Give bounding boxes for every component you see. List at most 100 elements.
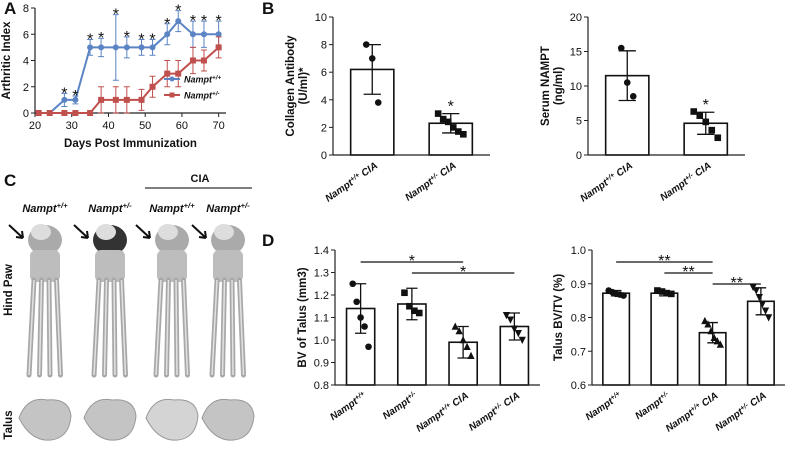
data-point bbox=[514, 329, 522, 338]
data-point bbox=[439, 115, 447, 123]
data-point bbox=[138, 44, 145, 51]
data-point bbox=[696, 112, 704, 119]
superscript: +/- bbox=[406, 390, 417, 401]
y-axis-label: (U/ml)* bbox=[298, 67, 310, 105]
digit-shade bbox=[211, 279, 218, 376]
significance: * bbox=[138, 32, 144, 49]
data-point bbox=[362, 41, 370, 48]
data-point bbox=[758, 300, 767, 308]
data-point bbox=[353, 298, 360, 306]
data-point bbox=[406, 302, 413, 310]
significance: * bbox=[409, 253, 415, 270]
x-tick-label: Nampt+/+ CIA bbox=[414, 390, 471, 435]
data-point bbox=[215, 44, 222, 51]
superscript: +/+ bbox=[184, 201, 196, 210]
x-tick-label: Nampt+/- CIA bbox=[713, 390, 768, 434]
data-point bbox=[175, 18, 182, 25]
data-point bbox=[502, 311, 511, 320]
x-tick-label: Nampt+/+ CIA bbox=[664, 390, 721, 435]
talus-render bbox=[83, 398, 137, 441]
y-tick-label: 15 bbox=[570, 47, 582, 59]
talus-render bbox=[201, 398, 255, 441]
digit-shade bbox=[238, 279, 245, 376]
x-tick-label: Nampt+/+ CIA bbox=[578, 160, 635, 205]
data-point bbox=[714, 134, 722, 142]
data-point bbox=[620, 292, 627, 299]
data-point bbox=[215, 31, 222, 38]
data-point bbox=[61, 96, 68, 103]
x-tick-label: Nampt+/+ bbox=[583, 390, 623, 423]
text-part: CIA bbox=[436, 160, 459, 180]
data-point bbox=[629, 93, 637, 100]
x-tick-label: 30 bbox=[66, 120, 78, 132]
legend-label: Nampt+/- bbox=[184, 90, 220, 101]
data-point bbox=[200, 57, 207, 64]
y-tick-label: 0.6 bbox=[571, 380, 586, 392]
data-point bbox=[189, 57, 196, 64]
digit-shade bbox=[113, 279, 116, 376]
superscript: +/- bbox=[684, 171, 695, 182]
data-point bbox=[451, 322, 459, 330]
text-part: CIA bbox=[357, 160, 380, 180]
data-point bbox=[460, 131, 467, 138]
superscript: +/+ bbox=[57, 201, 69, 210]
superscript: +/+ bbox=[440, 402, 452, 414]
data-point bbox=[98, 44, 105, 51]
x-tick-label: Nampt+/- CIA bbox=[403, 160, 458, 204]
text-part: CIA bbox=[612, 160, 635, 180]
data-point bbox=[707, 327, 715, 335]
group-label: CIA bbox=[191, 173, 210, 185]
significance: * bbox=[61, 85, 67, 102]
superscript: +/+ bbox=[353, 390, 365, 402]
y-axis-label: (ng/ml) bbox=[553, 67, 565, 105]
y-tick-label: 0.8 bbox=[314, 380, 329, 392]
y-tick-label: 0 bbox=[576, 150, 582, 162]
x-tick-label: Nampt+/- CIA bbox=[658, 160, 713, 204]
digit-shade bbox=[93, 279, 100, 376]
data-point bbox=[467, 351, 475, 360]
x-tick-label: Nampt+/+ CIA bbox=[323, 160, 380, 205]
data-point bbox=[444, 118, 452, 126]
data-point bbox=[654, 287, 661, 294]
paw-render bbox=[135, 224, 190, 378]
data-point bbox=[35, 110, 42, 116]
column-label: Nampt+/- bbox=[206, 201, 250, 216]
row-label: Talus bbox=[3, 410, 15, 439]
bar bbox=[602, 292, 631, 386]
bar bbox=[650, 292, 679, 386]
significance: * bbox=[190, 13, 196, 30]
significance: * bbox=[703, 97, 709, 114]
x-tick-label: Nampt+/- bbox=[633, 390, 672, 422]
y-tick-label: 5 bbox=[576, 116, 582, 128]
superscript: +/+ bbox=[609, 390, 621, 402]
significance: * bbox=[98, 30, 104, 47]
data-point bbox=[713, 337, 721, 345]
data-point bbox=[710, 333, 718, 342]
text-part: CIA bbox=[746, 390, 769, 410]
row-label: Hind Paw bbox=[3, 264, 15, 316]
digit-shade bbox=[165, 279, 170, 376]
legend-marker bbox=[169, 92, 175, 98]
data-point bbox=[455, 327, 463, 335]
data-point bbox=[704, 320, 712, 328]
data-point bbox=[112, 44, 119, 51]
bar bbox=[698, 331, 727, 386]
superscript: +/- bbox=[492, 401, 503, 412]
superscript: +/+ bbox=[689, 402, 701, 414]
text-part: CIA bbox=[691, 160, 714, 180]
data-point bbox=[112, 96, 119, 103]
paw-render bbox=[8, 224, 63, 378]
digit-shade bbox=[38, 279, 43, 376]
y-tick-label: 10 bbox=[570, 81, 582, 93]
y-tick-label: 6 bbox=[23, 29, 29, 41]
arrow bbox=[73, 224, 89, 239]
y-tick-label: 1.0 bbox=[314, 335, 329, 347]
y-tick-label: 4 bbox=[23, 56, 29, 68]
data-point bbox=[510, 325, 519, 333]
ankle-top bbox=[158, 224, 178, 240]
data-point bbox=[368, 55, 376, 62]
data-point bbox=[72, 110, 79, 116]
data-point bbox=[87, 110, 94, 116]
y-tick-label: 1.4 bbox=[314, 245, 329, 257]
